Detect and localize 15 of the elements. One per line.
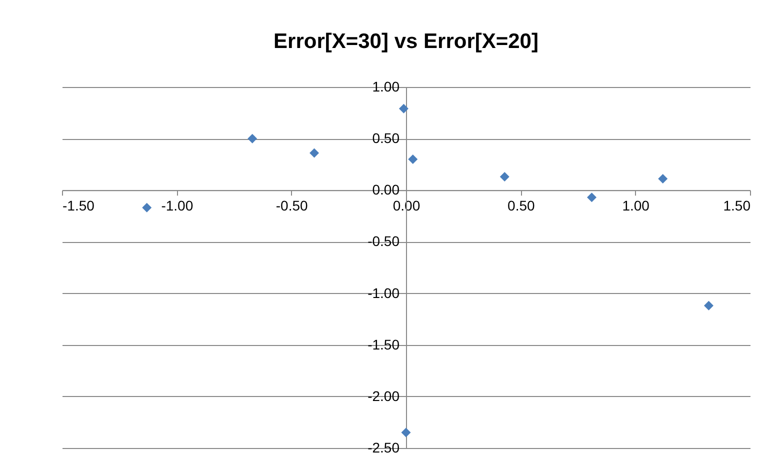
x-tick-label: -0.50 xyxy=(276,198,308,214)
y-tick-label: -1.00 xyxy=(368,284,400,301)
y-tick-label: 0.50 xyxy=(372,130,400,146)
x-tick-label: 0.50 xyxy=(508,198,536,214)
y-tick-label: 1.00 xyxy=(372,78,400,94)
y-tick-label: -1.50 xyxy=(368,336,400,352)
x-tick-label: -1.00 xyxy=(161,198,194,214)
y-tick-label: -0.50 xyxy=(368,233,400,250)
x-tick-label: 1.50 xyxy=(723,198,751,214)
y-tick-label: -2.00 xyxy=(368,388,400,404)
chart-title: Error[X=30] vs Error[X=20] xyxy=(274,30,538,53)
y-tick-label: -2.50 xyxy=(368,440,400,456)
x-tick-label: -1.50 xyxy=(62,198,95,214)
x-tick-label: 1.00 xyxy=(622,198,650,214)
y-tick-label: 0.00 xyxy=(372,182,400,198)
